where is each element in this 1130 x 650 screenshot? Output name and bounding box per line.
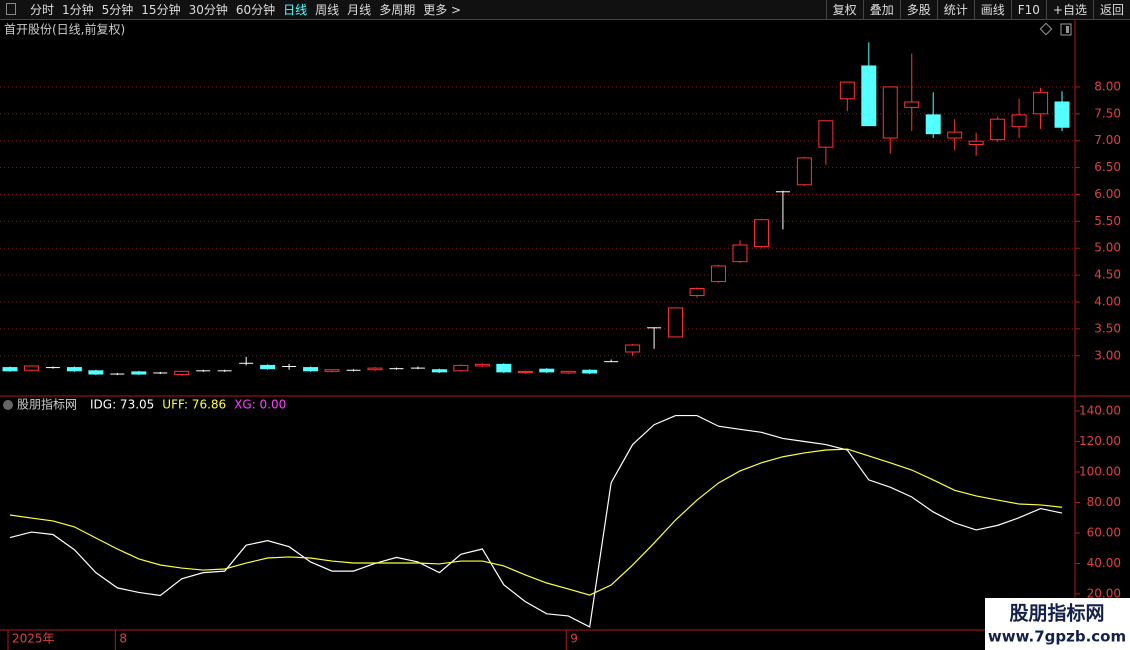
candle-body [517,370,533,373]
indicator-line [9,414,1063,628]
icon-collapse[interactable] [3,400,13,410]
tool-buttons: 复权 叠加 多股 统计 画线 F10 +自选 返回 [825,0,1130,19]
candle-body [925,114,941,135]
candle-body [668,307,684,338]
legend-entry: XG: 0.00 [234,398,286,412]
candle-body [904,101,920,108]
legend-entry: UFF: 76.86 [162,398,226,412]
toolbar-button[interactable]: 统计 [936,0,974,19]
watermark-box [985,598,1130,650]
candle-body [324,369,340,372]
y-tick-label: 4.00 [1094,294,1121,308]
candle-body [990,118,1006,141]
y-tick-label: 100.00 [1079,464,1121,478]
toolbar-button[interactable]: 15分钟 [141,3,181,17]
candle-body [947,131,963,139]
y-tick-label: 140.00 [1079,403,1121,417]
candle-body [582,369,598,374]
candle-body [625,344,641,353]
period-tabs: 分时 1分钟 5分钟 15分钟 30分钟 60分钟 日线 周线 月线 多周期 更多 > [24,0,826,19]
candle-body [367,367,383,371]
candle-body [1033,91,1049,115]
candle-body [453,364,469,372]
candle-body [174,370,190,376]
x-tick-label: 9 [570,632,578,646]
y-tick-label: 80.00 [1087,495,1121,509]
y-tick-label: 6.50 [1094,160,1121,174]
candle-body [818,120,834,148]
candle-body [496,363,512,373]
candle-body [796,157,812,186]
y-tick-label: 3.50 [1094,321,1121,335]
candle-body [66,367,82,372]
candle-body [474,363,490,367]
candle-body [711,265,727,283]
y-tick-label: 4.50 [1094,268,1121,282]
candle-body [539,368,555,373]
toolbar-button[interactable]: 30分钟 [188,3,228,17]
toolbar-button[interactable]: 多股 [899,0,937,19]
y-tick-label: 40.00 [1087,556,1121,570]
toolbar-button[interactable]: 复权 [825,0,863,19]
legend-entry: IDG: 73.05 [90,398,154,412]
icon-diamond[interactable] [1039,22,1053,36]
candle-body [861,65,877,127]
chart-title: 首开股份(日线,前复权) [4,22,125,37]
icon-window[interactable] [1060,23,1072,36]
candle-body [882,86,898,139]
indicator-title: 股朋指标网 [17,397,77,412]
candle-body [2,367,18,372]
x-tick-label: 8 [119,632,127,646]
toolbar-button[interactable]: +自选 [1045,0,1093,19]
icon-window-bar [1066,26,1069,33]
y-tick-label: 3.00 [1094,348,1121,362]
candle-body [431,369,447,373]
toolbar-button[interactable]: 返回 [1092,0,1130,19]
candle-body [968,140,984,145]
watermark-url: www.7gpzb.com [988,628,1126,646]
toolbar-button[interactable]: 1分钟 [62,3,94,17]
y-tick-label: 7.00 [1094,133,1121,147]
y-tick-label: 8.00 [1094,79,1121,93]
candle-body [732,244,748,263]
toolbar-button[interactable]: 更多 > [423,3,462,17]
watermark-title: 股朋指标网 [1009,603,1104,625]
toolbar-icon[interactable] [6,3,16,15]
candle-body [23,365,39,371]
toolbar-button[interactable]: 叠加 [862,0,900,19]
y-tick-label: 7.50 [1094,106,1121,120]
candle-body [88,370,104,375]
y-tick-label: 6.00 [1094,187,1121,201]
toolbar-button[interactable]: F10 [1010,0,1046,19]
y-tick-label: 120.00 [1079,434,1121,448]
y-tick-label: 5.50 [1094,214,1121,228]
toolbar-button[interactable]: 60分钟 [235,3,276,17]
toolbar-button[interactable]: 周线 [315,3,340,17]
y-tick-label: 5.00 [1094,241,1121,255]
x-tick-label: 2025年 [12,632,55,646]
candle-body [303,367,319,372]
indicator-line [9,448,1063,596]
toolbar-button[interactable]: 日线 [283,3,308,17]
candle-body [131,371,147,375]
candle-body [560,370,576,374]
candle-body [1011,114,1027,128]
toolbar-button[interactable]: 多周期 [379,3,416,17]
y-tick-label: 20.00 [1087,586,1121,600]
candle-body [753,219,769,248]
toolbar: 分时 1分钟 5分钟 15分钟 30分钟 60分钟 日线 周线 月线 多周期 更多 > 复权 叠加 多股… [0,0,1130,20]
toolbar-button[interactable]: 分时 [30,3,55,17]
toolbar-button[interactable]: 月线 [347,3,372,17]
toolbar-button[interactable]: 画线 [973,0,1011,19]
toolbar-button[interactable]: 5分钟 [101,3,134,17]
candle-body [1054,101,1070,128]
candle-body [260,364,276,370]
candle-body [839,81,855,100]
y-tick-label: 60.00 [1087,525,1121,539]
candle-body [689,288,705,297]
